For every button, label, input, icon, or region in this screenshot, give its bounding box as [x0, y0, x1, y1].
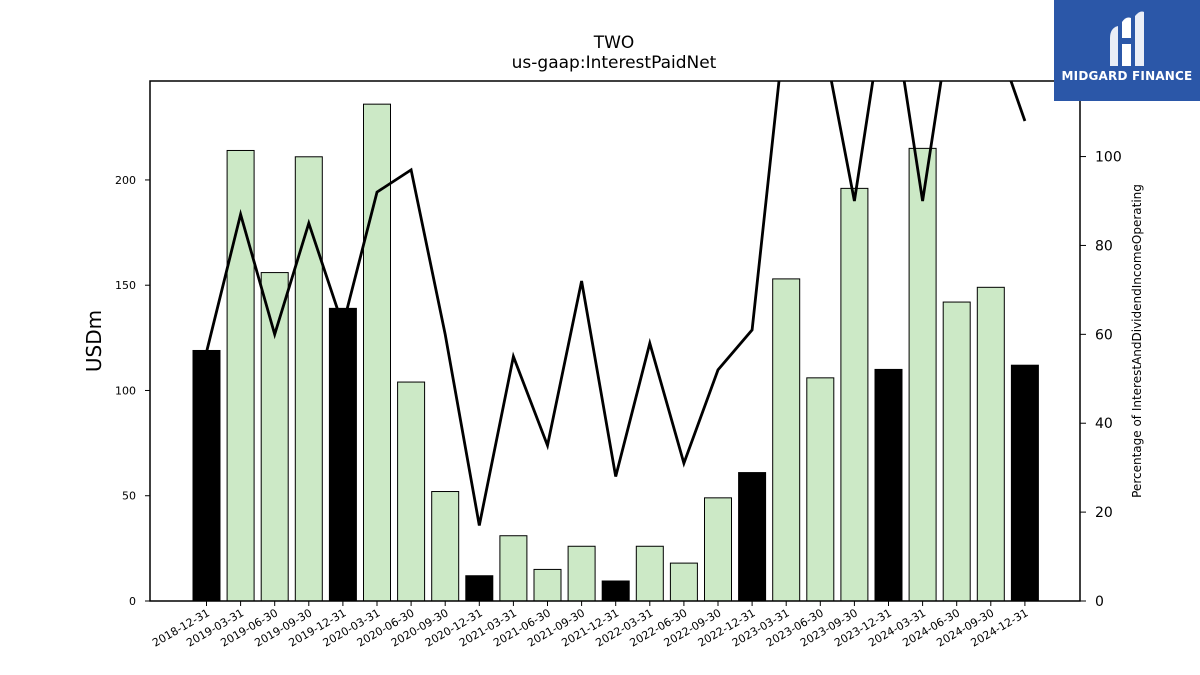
- percentage-line: [205, 81, 1027, 526]
- y2-axis-label: Percentage of InterestAndDividendIncomeO…: [1130, 184, 1144, 498]
- bar-2022-12-31: [738, 472, 767, 602]
- bar-2023-03-31: [772, 278, 801, 602]
- y-tick-label: 0: [129, 595, 136, 608]
- y2-tick-label: 60: [1095, 327, 1113, 343]
- bar-2019-06-30: [260, 272, 289, 602]
- bar-2022-09-30: [704, 497, 732, 602]
- bar-2022-06-30: [669, 562, 698, 602]
- y-tick-label: 150: [115, 279, 136, 292]
- bar-2023-09-30: [840, 187, 869, 602]
- y-axis-label: USDm: [82, 310, 106, 372]
- bar-2021-12-31: [601, 580, 630, 602]
- y-tick-label: 200: [115, 174, 136, 187]
- bar-2023-12-31: [874, 368, 903, 602]
- bar-2024-03-31: [908, 147, 937, 602]
- bar-2022-03-31: [635, 545, 664, 602]
- bar-2024-09-30: [976, 286, 1005, 602]
- logo-mark-icon: [1110, 11, 1144, 66]
- y-tick-label: 50: [122, 490, 136, 503]
- chart-title: TWO: [593, 33, 635, 53]
- bar-2020-12-31: [465, 575, 494, 602]
- bar-2018-12-31: [192, 349, 221, 602]
- bar-2024-12-31: [1010, 364, 1039, 602]
- bar-2020-09-30: [431, 491, 460, 602]
- bar-2019-09-30: [294, 156, 323, 602]
- y2-tick-label: 80: [1095, 238, 1113, 254]
- bar-2019-03-31: [226, 149, 255, 602]
- plot-frame: [149, 80, 1081, 602]
- y2-tick-label: 100: [1095, 150, 1122, 166]
- y2-tick-label: 20: [1095, 505, 1113, 521]
- bar-2024-06-30: [942, 301, 971, 602]
- y2-tick-label: 0: [1095, 594, 1104, 610]
- bar-2019-12-31: [328, 307, 357, 602]
- bar-2021-06-30: [533, 568, 562, 602]
- y2-tick-label: 40: [1095, 416, 1113, 432]
- y-tick-label: 100: [115, 384, 136, 397]
- bar-2023-06-30: [806, 377, 835, 602]
- bar-2021-03-31: [499, 535, 528, 602]
- bar-2020-03-31: [363, 103, 391, 602]
- chart-subtitle: us-gaap:InterestPaidNet: [512, 53, 717, 73]
- bar-2021-09-30: [567, 545, 596, 602]
- logo-text: MIDGARD FINANCE: [1061, 69, 1193, 83]
- bar-2020-06-30: [397, 381, 426, 602]
- brand-logo: MIDGARD FINANCE: [1054, 0, 1200, 101]
